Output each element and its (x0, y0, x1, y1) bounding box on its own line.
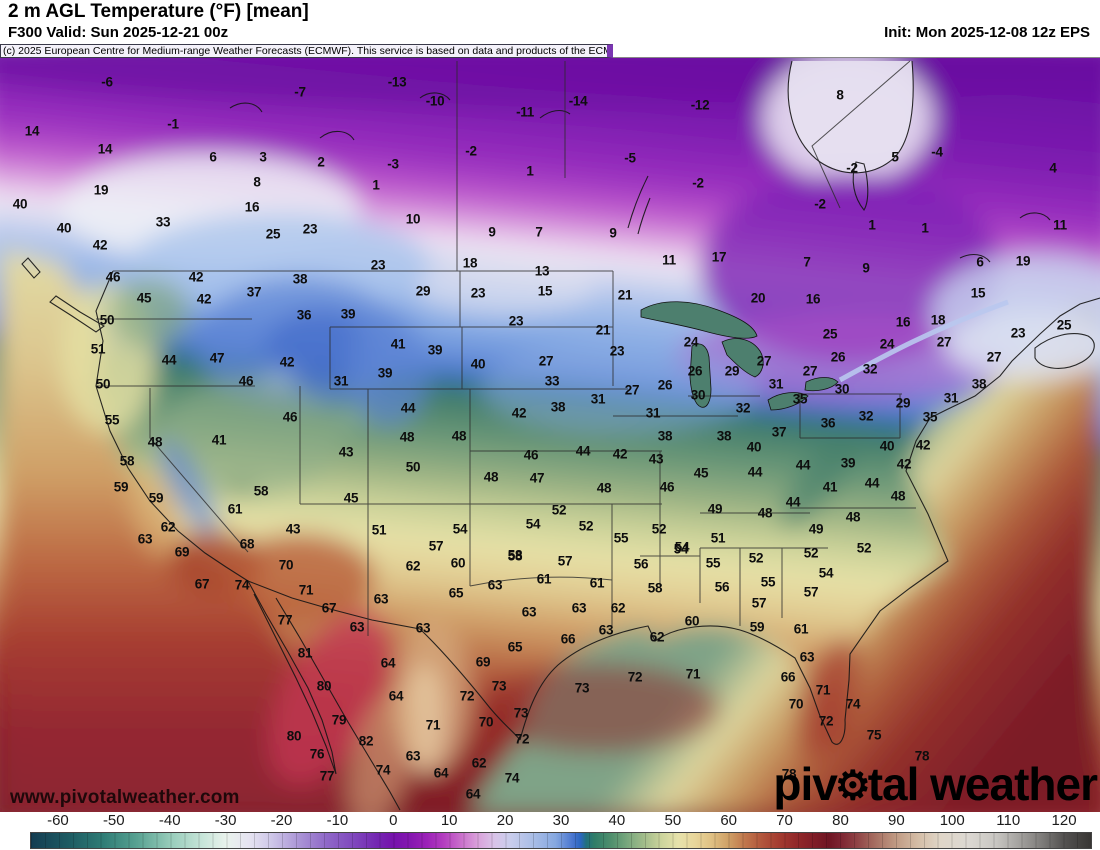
scale-tick-label: 50 (664, 812, 682, 829)
logo-text-left: piv (773, 758, 837, 810)
scale-tick-label: 110 (996, 812, 1021, 829)
state-borders (96, 60, 916, 636)
scale-tick-label: -60 (47, 812, 69, 829)
init-time-label: Init: Mon 2025-12-08 12z EPS (884, 24, 1090, 41)
scale-tick-label: 60 (720, 812, 738, 829)
scale-tick-label: -20 (270, 812, 293, 829)
scale-tick-label: 70 (776, 812, 793, 829)
copyright-strip: (c) 2025 European Centre for Medium-rang… (0, 44, 613, 58)
scale-tick-label: 30 (552, 812, 570, 829)
valid-time-label: F300 Valid: Sun 2025-12-21 00z (8, 24, 229, 41)
scale-tick-label: 10 (440, 812, 458, 829)
scale-tick-label: 0 (389, 812, 398, 829)
map-canvas (0, 58, 1100, 813)
temperature-field (0, 58, 1100, 813)
scale-tick-label: 80 (832, 812, 849, 829)
scale-tick-label: 100 (939, 812, 965, 829)
scale-tick-label: -40 (158, 812, 181, 829)
logo-text-right: tal weather (867, 758, 1098, 810)
scale-tick-label: -10 (326, 812, 349, 829)
scale-tick-label: 40 (608, 812, 626, 829)
coastlines (21, 60, 1100, 811)
temperature-colorbar (30, 832, 1092, 849)
st-lawrence-river (838, 299, 1009, 383)
gear-icon: ⚙ (834, 764, 871, 808)
scale-tick-label: 20 (496, 812, 514, 829)
pivotal-weather-logo: piv ⚙ tal weather (773, 758, 1098, 810)
color-scale-footer: -60 -50 -40 -30 -20 -10 0 10 20 30 40 50 60 70 80 90 100… (0, 812, 1100, 850)
scale-tick-label: 90 (888, 812, 905, 829)
scale-tick-row: -60 -50 -40 -30 -20 -10 0 10 20 30 40 50 60 70 80 90 100… (30, 812, 1092, 830)
scale-tick-label: -30 (214, 812, 237, 829)
watermark-url: www.pivotalweather.com (10, 787, 240, 808)
scale-tick-label: -50 (102, 812, 125, 829)
temperature-map (0, 57, 1100, 813)
page-title: 2 m AGL Temperature (°F) [mean] (8, 1, 309, 22)
scale-tick-label: 120 (1051, 812, 1077, 829)
great-lakes (640, 301, 839, 411)
